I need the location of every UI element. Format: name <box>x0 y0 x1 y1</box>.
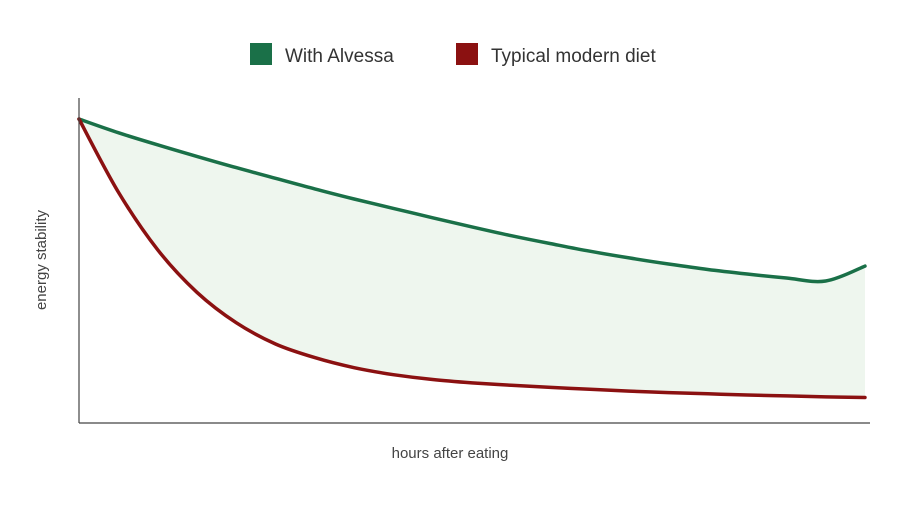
legend-item-with-alvessa: With Alvessa <box>250 43 394 67</box>
legend-item-typical-modern-diet: Typical modern diet <box>456 43 656 67</box>
legend-label-typical-modern-diet: Typical modern diet <box>491 46 656 67</box>
legend-swatch-with-alvessa <box>250 43 272 65</box>
x-axis-label: hours after eating <box>392 445 509 462</box>
plot-area <box>77 117 867 400</box>
y-axis-label: energy stability <box>33 209 50 310</box>
legend-label-with-alvessa: With Alvessa <box>285 46 394 67</box>
legend: With Alvessa Typical modern diet <box>250 43 656 67</box>
legend-swatch-typical-modern-diet <box>456 43 478 65</box>
series-line-typical-modern-diet <box>77 117 867 400</box>
series-line-with-alvessa <box>77 117 867 284</box>
fill-between-series <box>79 119 865 398</box>
